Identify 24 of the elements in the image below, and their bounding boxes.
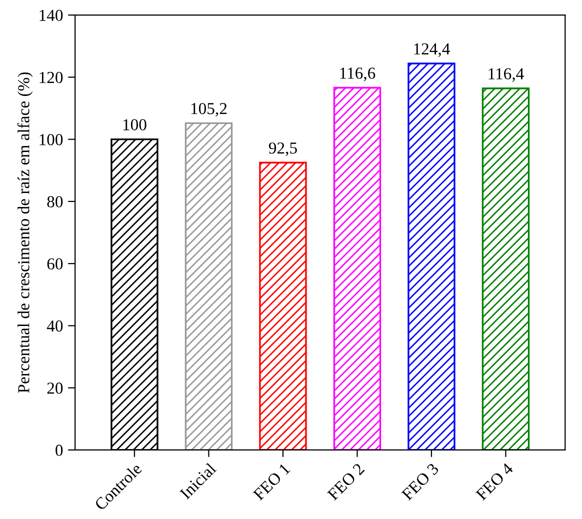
bar — [184, 122, 233, 450]
y-tick-label: 0 — [56, 444, 63, 456]
bar — [259, 162, 307, 450]
y-tick-label: 140 — [40, 10, 63, 21]
data-label: 116,4 — [488, 68, 524, 82]
data-label: 92,5 — [268, 142, 297, 156]
bar — [482, 88, 530, 450]
x-tick-label: FEO 2 — [326, 462, 365, 501]
y-tick-label: 120 — [40, 72, 63, 84]
y-tick-label: 80 — [47, 196, 63, 208]
y-tick-label: 100 — [40, 134, 63, 146]
data-label: 124,4 — [414, 43, 450, 57]
data-label: 105,2 — [191, 102, 227, 117]
x-tick-label: FEO 4 — [475, 462, 514, 501]
y-tick-label: 60 — [47, 258, 63, 270]
data-label: 100 — [123, 119, 146, 130]
y-tick-label: 20 — [47, 382, 63, 394]
data-label: 116,6 — [340, 68, 376, 82]
x-tick-label: FEO 1 — [252, 462, 291, 501]
bar — [333, 86, 382, 450]
y-tick-label: 40 — [46, 320, 63, 332]
bar — [408, 62, 456, 450]
y-axis-title: Percentual de crescimento de raíz em alface (%) — [17, 72, 33, 393]
x-tick-label: FEO 3 — [401, 462, 440, 501]
